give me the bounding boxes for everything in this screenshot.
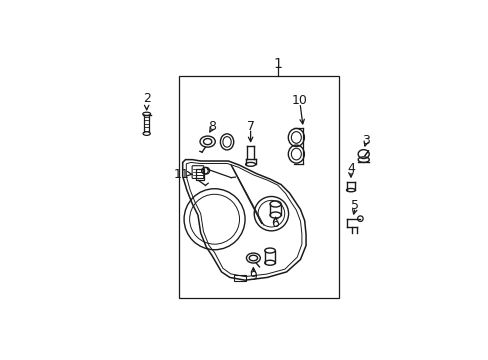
Text: 5: 5: [351, 199, 359, 212]
Text: 8: 8: [207, 120, 215, 134]
Text: 7: 7: [246, 120, 254, 133]
Text: 2: 2: [142, 92, 150, 105]
Bar: [178, 76, 339, 298]
Bar: [196, 169, 203, 180]
Text: 9: 9: [249, 270, 257, 283]
Text: 10: 10: [291, 94, 307, 107]
Bar: [233, 275, 246, 281]
Text: 11: 11: [173, 167, 189, 180]
Text: 4: 4: [346, 162, 354, 175]
Text: 1: 1: [273, 57, 282, 71]
Text: 3: 3: [361, 134, 369, 147]
Text: 6: 6: [271, 217, 279, 230]
